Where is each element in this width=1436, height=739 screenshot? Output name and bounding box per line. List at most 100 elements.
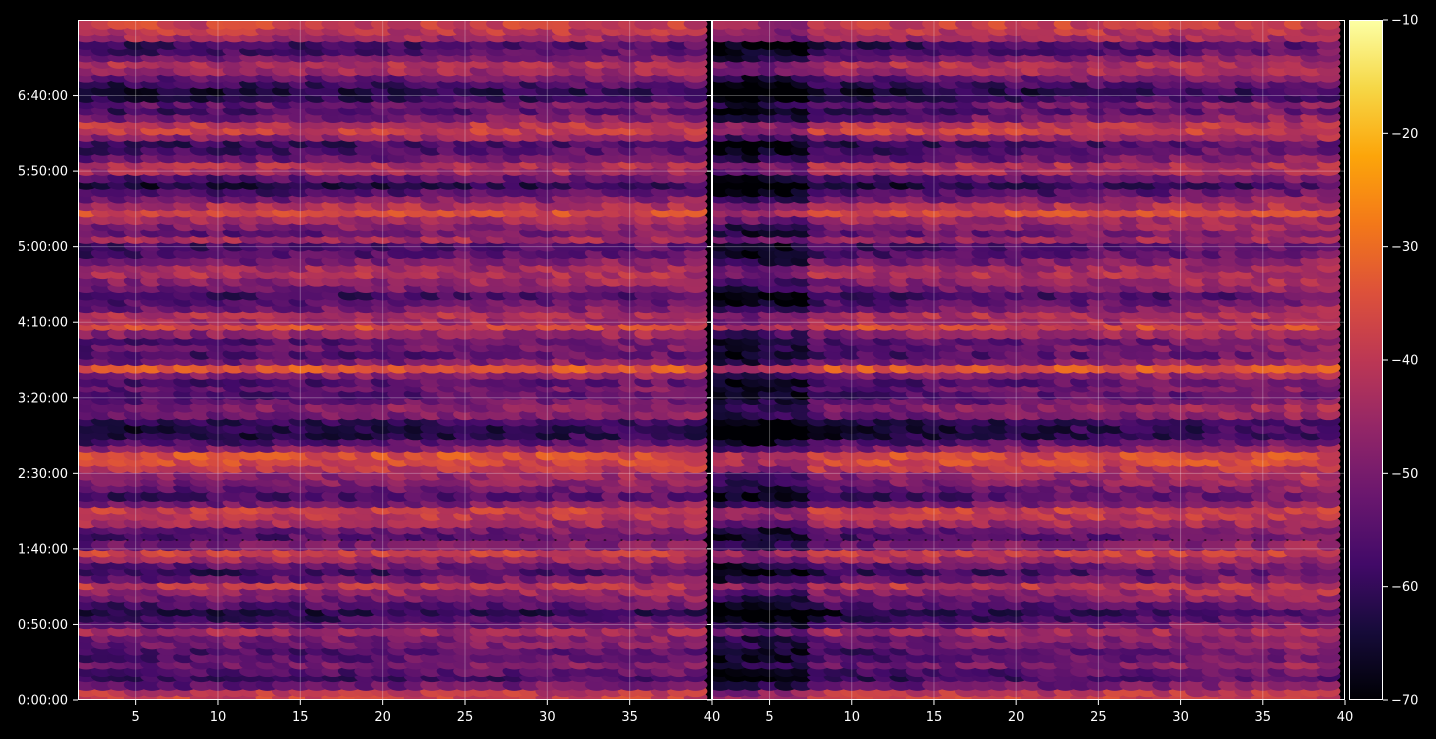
heatmap-cell (807, 678, 831, 691)
heatmap-cell (107, 678, 132, 691)
heatmap-cell (90, 678, 115, 691)
heatmap-cell (1004, 678, 1029, 691)
heatmap-cell (1086, 678, 1111, 691)
heatmap-cell (469, 327, 494, 340)
heatmap-cell (1168, 678, 1193, 691)
heatmap-cell (420, 539, 444, 552)
heatmap-cell (601, 490, 626, 502)
heatmap-cell (617, 490, 642, 502)
heatmap-cells (712, 20, 1341, 700)
heatmap-cell (1316, 678, 1341, 691)
heatmap-cell (288, 490, 313, 502)
heatmap-cell (387, 327, 411, 340)
heatmap-cell (271, 490, 296, 502)
heatmap-cell (741, 539, 765, 552)
heatmap-cell (206, 490, 230, 502)
heatmap-cell (839, 539, 864, 552)
heatmap-panel-1: 5 10 15 20 25 30 35 400:00:000:50:001:40:002:30… (18, 20, 721, 725)
heatmap-cell (222, 678, 247, 691)
y-tick-label: 5:50:00 (18, 165, 68, 180)
heatmap-cell (922, 539, 946, 552)
heatmap-cell (255, 678, 280, 691)
heatmap-cell (683, 678, 708, 691)
heatmap-cell (584, 539, 609, 552)
heatmap-cell (222, 539, 247, 552)
heatmap-cell (173, 539, 197, 552)
heatmap-cell (436, 327, 461, 340)
heatmap-cell (601, 327, 626, 340)
heatmap-cell (1004, 539, 1029, 552)
heatmap-cell (1218, 539, 1242, 552)
heatmap-cell (741, 678, 765, 691)
heatmap-cell (502, 539, 527, 552)
heatmap-cell (420, 678, 444, 691)
heatmap-cell (337, 678, 362, 691)
heatmap-cell (823, 678, 848, 691)
heatmap-cell (239, 539, 263, 552)
x-tick-label: 40 (704, 710, 721, 725)
heatmap-cell (173, 490, 197, 502)
heatmap-cell (354, 539, 379, 552)
heatmap-cell (551, 678, 576, 691)
y-tick-label: 2:30:00 (18, 467, 68, 482)
heatmap-cell (387, 678, 411, 691)
heatmap-cell (535, 539, 560, 552)
heatmap-cell (1218, 678, 1242, 691)
heatmap-cell (486, 539, 510, 552)
heatmap-cell (370, 490, 395, 502)
heatmap-cell (922, 678, 946, 691)
heatmap-cell (519, 327, 543, 340)
heatmap-cell (1300, 539, 1324, 552)
heatmap-cell (872, 678, 897, 691)
heatmap-cell (568, 678, 593, 691)
heatmap-cell (387, 539, 411, 552)
y-tick-label: 5:00:00 (18, 240, 68, 255)
heatmap-cell (123, 539, 148, 552)
heatmap-cell (757, 678, 782, 691)
heatmap-cell (403, 490, 428, 502)
heatmap-cell (1168, 539, 1193, 552)
x-tick-label: 5 (131, 710, 139, 725)
heatmap-cell (271, 539, 296, 552)
heatmap-cell (337, 539, 362, 552)
heatmap-cell (823, 539, 848, 552)
x-tick-label: 25 (457, 710, 474, 725)
heatmap-cell (1119, 539, 1144, 552)
heatmap-cell (1250, 539, 1275, 552)
heatmap-cell (90, 539, 115, 552)
heatmap-cell (856, 678, 881, 691)
heatmap-cell (140, 327, 164, 340)
y-tick-label: 6:40:00 (18, 89, 68, 104)
heatmap-cell (617, 327, 642, 340)
heatmap-cell (1020, 678, 1045, 691)
heatmap-cell (1135, 678, 1160, 691)
heatmap-cell (502, 490, 527, 502)
heatmap-cell (189, 327, 214, 340)
heatmap-cell (872, 539, 897, 552)
heatmap-cell (724, 678, 749, 691)
heatmap-cell (189, 490, 214, 502)
heatmap-cell (1283, 539, 1308, 552)
x-tick-label: 10 (210, 710, 227, 725)
heatmap-cell (790, 678, 815, 691)
heatmap-cell (601, 539, 626, 552)
heatmap-cell (387, 490, 411, 502)
heatmap-cell (1267, 678, 1292, 691)
heatmap-cell (288, 539, 313, 552)
heatmap-cell (519, 490, 543, 502)
heatmap-cell (551, 539, 576, 552)
heatmap-cell (502, 678, 527, 691)
heatmap-cell (469, 539, 494, 552)
heatmap-cell (436, 678, 461, 691)
heatmap-cell (222, 327, 247, 340)
heatmap-cell (955, 539, 979, 552)
heatmap-cell (724, 539, 749, 552)
heatmap-cell (683, 490, 708, 502)
heatmap-cell (206, 678, 230, 691)
heatmap-cell (905, 678, 930, 691)
heatmap-cell (971, 678, 996, 691)
heatmap-cell (403, 327, 428, 340)
heatmap-cell (354, 678, 379, 691)
heatmap-cell (650, 327, 675, 340)
